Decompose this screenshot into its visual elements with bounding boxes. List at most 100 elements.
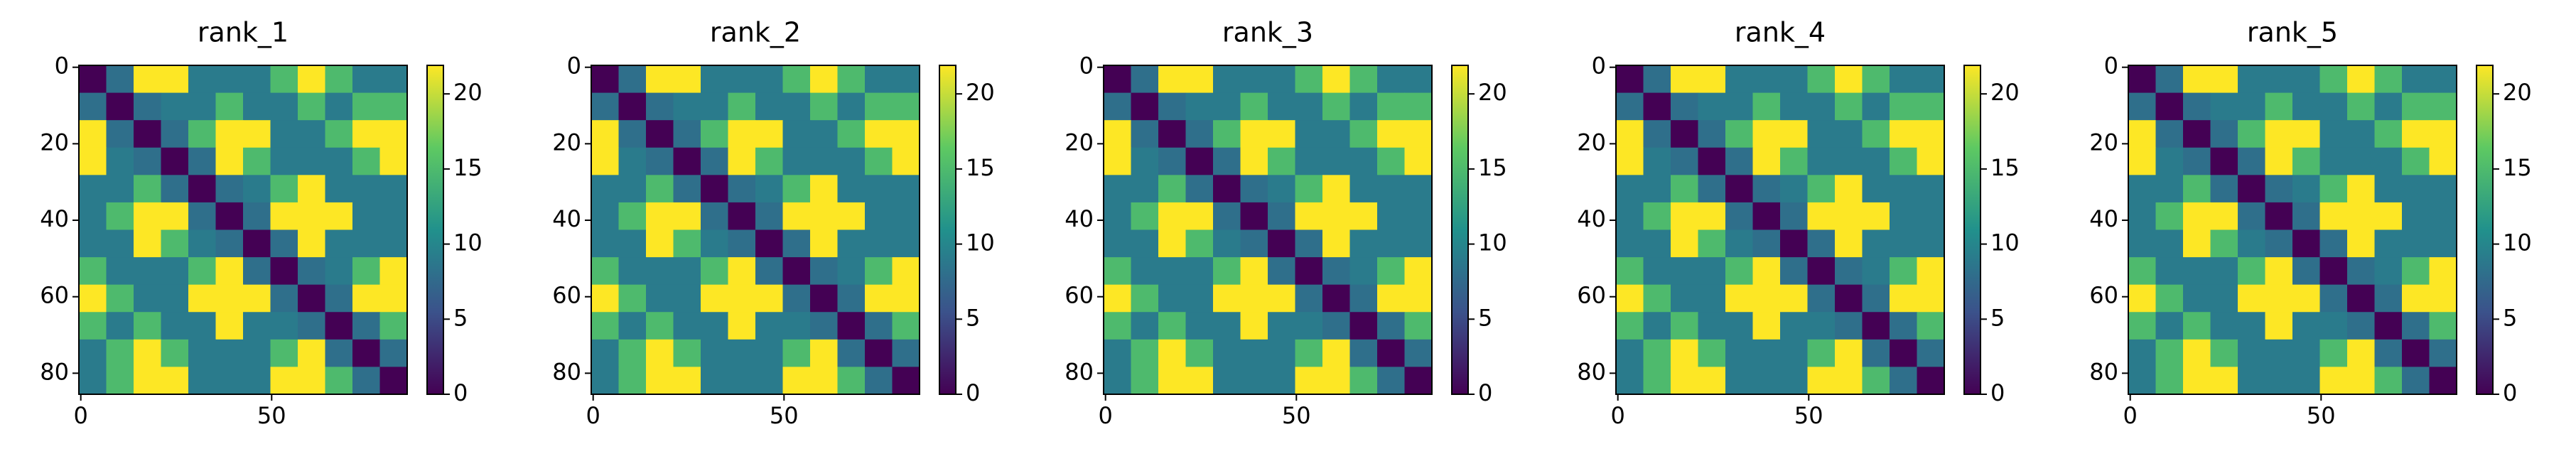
heatmap-cell	[2128, 147, 2157, 175]
heatmap-cell	[2210, 312, 2238, 340]
y-tick-label: 80	[1065, 358, 1094, 385]
heatmap-cell	[892, 312, 920, 340]
heatmap-cell	[1377, 284, 1406, 313]
heatmap-cell	[1404, 175, 1433, 203]
heatmap-cell	[865, 367, 893, 395]
heatmap-cell	[161, 202, 189, 231]
heatmap-cell	[2183, 120, 2211, 148]
heatmap-cell	[79, 257, 107, 286]
heatmap-cell	[1131, 284, 1159, 313]
heatmap-cell	[1295, 257, 1323, 286]
heatmap-cell	[1322, 92, 1351, 121]
heatmap-cell	[1185, 284, 1214, 313]
heatmap-cell	[591, 120, 620, 148]
heatmap-cell	[1643, 257, 1671, 286]
heatmap-cell	[215, 175, 244, 203]
heatmap-cell	[2155, 65, 2184, 94]
heatmap-cell	[325, 92, 353, 121]
heatmap-cell	[1404, 202, 1433, 231]
heatmap-cell	[646, 312, 674, 340]
heatmap-cell	[1643, 120, 1671, 148]
heatmap-cell	[270, 229, 298, 258]
heatmap-cell	[1807, 92, 1836, 121]
heatmap-cell	[1185, 65, 1214, 94]
heatmap-cell	[106, 202, 134, 231]
heatmap-cell	[2374, 147, 2403, 175]
heatmap-cell	[2319, 202, 2348, 231]
heatmap-cell	[1725, 229, 1754, 258]
heatmap-cell	[1322, 284, 1351, 313]
heatmap-cell	[646, 367, 674, 395]
colorbar-tick-label: 0	[1990, 379, 2005, 406]
heatmap-cell	[782, 284, 811, 313]
heatmap-cell	[161, 175, 189, 203]
heatmap-cell	[1131, 312, 1159, 340]
heatmap-cell	[1862, 367, 1890, 395]
colorbar-tick-label: 0	[1478, 379, 1492, 406]
heatmap-cell	[1185, 339, 1214, 368]
heatmap-cell	[1404, 367, 1433, 395]
heatmap-cell	[188, 367, 217, 395]
y-tick-label: 20	[40, 129, 69, 156]
heatmap-cell	[1835, 65, 1863, 94]
heatmap-cell	[1377, 147, 1406, 175]
heatmap-cell	[134, 312, 162, 340]
heatmap-cell	[1725, 257, 1754, 286]
heatmap-cell	[1671, 257, 1699, 286]
heatmap-cell	[892, 202, 920, 231]
heatmap-cell	[646, 120, 674, 148]
heatmap-cell	[1725, 147, 1754, 175]
y-tick-label: 20	[1577, 129, 1606, 156]
heatmap-cell	[2319, 284, 2348, 313]
y-tick-label: 60	[40, 282, 69, 309]
heatmap-cell	[1185, 257, 1214, 286]
heatmap-cell	[1780, 257, 1809, 286]
heatmap-cell	[1862, 120, 1890, 148]
heatmap-cell	[243, 229, 271, 258]
heatmap-cell	[1240, 175, 1268, 203]
heatmap-cell	[1104, 312, 1132, 340]
heatmap-cell	[701, 229, 729, 258]
heatmap-cell	[352, 339, 381, 368]
heatmap-cell	[1752, 257, 1781, 286]
heatmap-cell	[591, 202, 620, 231]
heatmap-cell	[1104, 147, 1132, 175]
heatmap-cell	[1377, 229, 1406, 258]
heatmap-cell	[325, 65, 353, 94]
heatmap-cell	[1268, 257, 1296, 286]
heatmap-cell	[2210, 339, 2238, 368]
heatmap-cell	[646, 147, 674, 175]
heatmap-cell	[79, 92, 107, 121]
heatmap-cell	[837, 312, 866, 340]
heatmap-cell	[2374, 175, 2403, 203]
heatmap-cell	[2265, 92, 2293, 121]
heatmap-cell	[2347, 92, 2376, 121]
heatmap-cell	[2128, 229, 2157, 258]
heatmap-cell	[1780, 65, 1809, 94]
heatmap-cell	[2292, 92, 2321, 121]
colorbar-tick-label: 10	[966, 229, 995, 256]
heatmap-cell	[755, 257, 784, 286]
heatmap-cell	[352, 147, 381, 175]
heatmap-cell	[1104, 65, 1132, 94]
heatmap-cell	[1917, 175, 1945, 203]
heatmap-cell	[215, 120, 244, 148]
heatmap-cell	[188, 284, 217, 313]
heatmap-cell	[188, 65, 217, 94]
heatmap-cell	[1616, 312, 1644, 340]
heatmap-cell	[1616, 367, 1644, 395]
heatmap-cell	[1404, 339, 1433, 368]
heatmap-cell	[1377, 257, 1406, 286]
heatmap-cell	[1268, 147, 1296, 175]
heatmap-cell	[2319, 175, 2348, 203]
heatmap-cell	[325, 312, 353, 340]
heatmap-cell	[2292, 202, 2321, 231]
heatmap-cell	[1213, 229, 1241, 258]
heatmap-cell	[1780, 284, 1809, 313]
heatmap-cell	[1104, 229, 1132, 258]
heatmap-cell	[1807, 257, 1836, 286]
heatmap-cell	[243, 92, 271, 121]
heatmap-cell	[134, 257, 162, 286]
heatmap-cell	[2347, 284, 2376, 313]
heatmap-cell	[2402, 339, 2430, 368]
